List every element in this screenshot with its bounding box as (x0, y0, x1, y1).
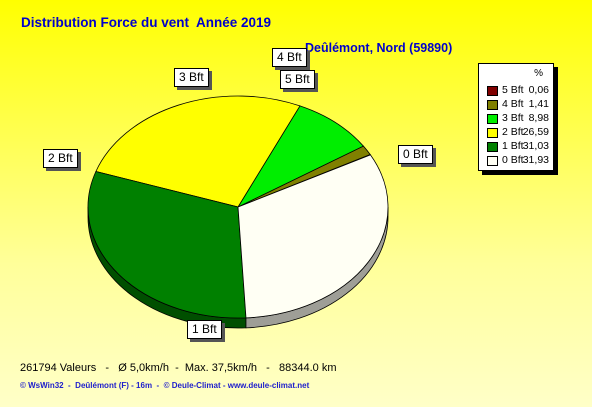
legend-label: 4 Bft (502, 98, 524, 110)
callout-2-bft: 2 Bft (43, 149, 78, 168)
legend-value: 8,98 (528, 112, 549, 124)
legend-row: 5 Bft 0,06 (487, 84, 549, 96)
legend: % 5 Bft 0,06 4 Bft 1,41 3 Bft 8,98 2 Bft 26,59 1… (478, 63, 554, 171)
legend-value: 26,59 (522, 126, 549, 138)
pie-slice-3-bft (236, 105, 365, 208)
pie-slice-0-bft (237, 154, 389, 319)
legend-row: 0 Bft 31,93 (487, 154, 549, 166)
pie-slice-2-bft (95, 95, 301, 208)
chart-title: Distribution Force du vent Année 2019 (21, 15, 272, 30)
legend-row: 4 Bft 1,41 (487, 98, 549, 110)
legend-value: 1,41 (528, 98, 549, 110)
callout-0-bft: 0 Bft (398, 145, 433, 164)
legend-row: 1 Bft 31,03 (487, 140, 549, 152)
credits-footer: © WsWin32 - Deûlémont (F) - 16m - © Deul… (20, 381, 310, 390)
legend-value: 31,03 (522, 140, 549, 152)
stats-footer: 261794 Valeurs - Ø 5,0km/h - Max. 37,5km… (20, 362, 337, 374)
legend-swatch (487, 100, 498, 110)
legend-value: 31,93 (522, 154, 549, 166)
callout-3-bft: 3 Bft (174, 68, 209, 87)
legend-label: 1 Bft (502, 140, 524, 152)
pie-slice-1-bft (87, 171, 247, 319)
legend-header: % (534, 68, 543, 79)
legend-row: 3 Bft 8,98 (487, 112, 549, 124)
station-label: Deûlémont, Nord (59890) (305, 41, 453, 55)
legend-swatch (487, 86, 498, 96)
callout-1-bft: 1 Bft (187, 320, 222, 339)
legend-swatch (487, 114, 498, 124)
legend-swatch (487, 142, 498, 152)
legend-label: 2 Bft (502, 126, 524, 138)
legend-label: 3 Bft (502, 112, 524, 124)
legend-row: 2 Bft 26,59 (487, 126, 549, 138)
legend-value: 0,06 (528, 84, 549, 96)
legend-swatch (487, 128, 498, 138)
legend-swatch (487, 156, 498, 166)
callout-4-bft: 4 Bft (272, 48, 307, 67)
legend-label: 0 Bft (502, 154, 524, 166)
callout-5-bft: 5 Bft (280, 70, 315, 89)
legend-label: 5 Bft (502, 84, 524, 96)
